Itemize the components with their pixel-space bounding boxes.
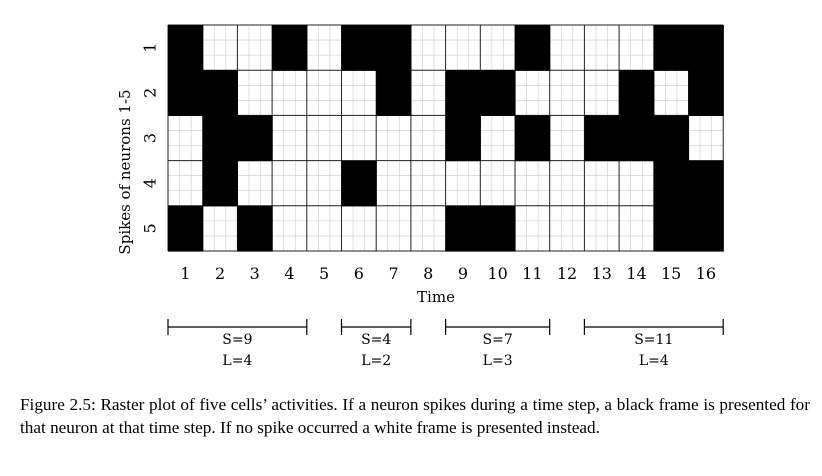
y-axis-title: Spikes of neurons 1-5 [116,89,134,254]
interval-bracket: S=11 L=4 [583,319,724,369]
spike-cell [376,25,412,71]
spike-cell [445,70,481,116]
bracket-s-label: S=11 [634,332,673,348]
bracket-s-label: S=7 [483,332,513,348]
spike-cell [653,25,690,71]
spike-cell [584,115,620,162]
bracket-l-label: L=2 [361,353,391,369]
x-tick-label: 14 [626,264,646,283]
spike-cell [619,115,655,162]
interval-bracket: S=7L=3 [445,319,551,369]
bracket-s-label: S=9 [222,332,252,348]
spike-cell [480,205,516,252]
spike-cell [653,205,690,252]
x-tick-label: 16 [696,264,716,283]
spike-cell [688,160,724,207]
bracket-l-label: L=4 [222,353,252,369]
spike-cell [445,205,481,252]
x-tick-label: 4 [284,264,294,283]
raster-grid [167,24,724,252]
x-axis-title: Time [417,288,455,306]
y-tick-label: 4 [141,178,160,188]
bracket-l-label: L=4 [639,353,669,369]
interval-bracket: S=4L=2 [340,319,412,369]
bracket-s-label: S=4 [361,332,391,348]
spike-cell [341,160,377,207]
spike-cell [168,205,204,252]
figure-caption: Figure 2.5: Raster plot of five cells’ a… [20,395,810,437]
x-tick-label: 6 [354,264,364,283]
spike-cell [202,115,238,162]
x-tick-label: 2 [215,264,225,283]
spike-cell [202,160,238,207]
spike-cell [480,70,516,116]
spike-cell [376,70,412,116]
x-tick-label: 1 [180,264,190,283]
spike-cell [341,25,377,71]
x-tick-label: 3 [250,264,260,283]
spike-cell [445,115,481,162]
spike-cell [619,70,655,116]
y-tick-label: 2 [141,88,160,98]
interval-brackets: S=9L=4S=4L=2S=7L=3S=11L=4 [167,319,724,369]
x-tick-label: 5 [319,264,329,283]
x-tick-label: 13 [592,264,612,283]
spike-cell [168,25,204,71]
y-tick-label: 3 [141,133,160,143]
spike-cell [237,205,273,252]
spike-cell [688,205,724,252]
spike-cell [237,115,273,162]
y-tick-labels: 1 2 3 4 5 [141,43,160,234]
spike-cell [272,25,308,71]
spike-cell [688,70,724,116]
spike-cell [168,70,204,116]
spike-cell [653,115,690,162]
x-tick-labels: 1 2 3 4 5 6 7 8 9 10 11 12 13 14 15 16 [180,264,716,283]
x-tick-label: 12 [557,264,577,283]
interval-bracket: S=9L=4 [167,319,308,369]
bracket-l-label: L=3 [483,353,513,369]
y-tick-label: 5 [141,223,160,233]
spike-cell [515,25,551,71]
spike-cell [688,25,724,71]
x-tick-label: 8 [423,264,433,283]
spike-cell [515,115,551,162]
x-tick-label: 11 [522,264,542,283]
spike-cell [653,160,690,207]
x-tick-label: 15 [661,264,681,283]
x-tick-label: 9 [458,264,468,283]
x-tick-label: 7 [388,264,398,283]
spike-cell [202,70,238,116]
y-tick-label: 1 [141,43,160,53]
x-tick-label: 10 [487,264,507,283]
